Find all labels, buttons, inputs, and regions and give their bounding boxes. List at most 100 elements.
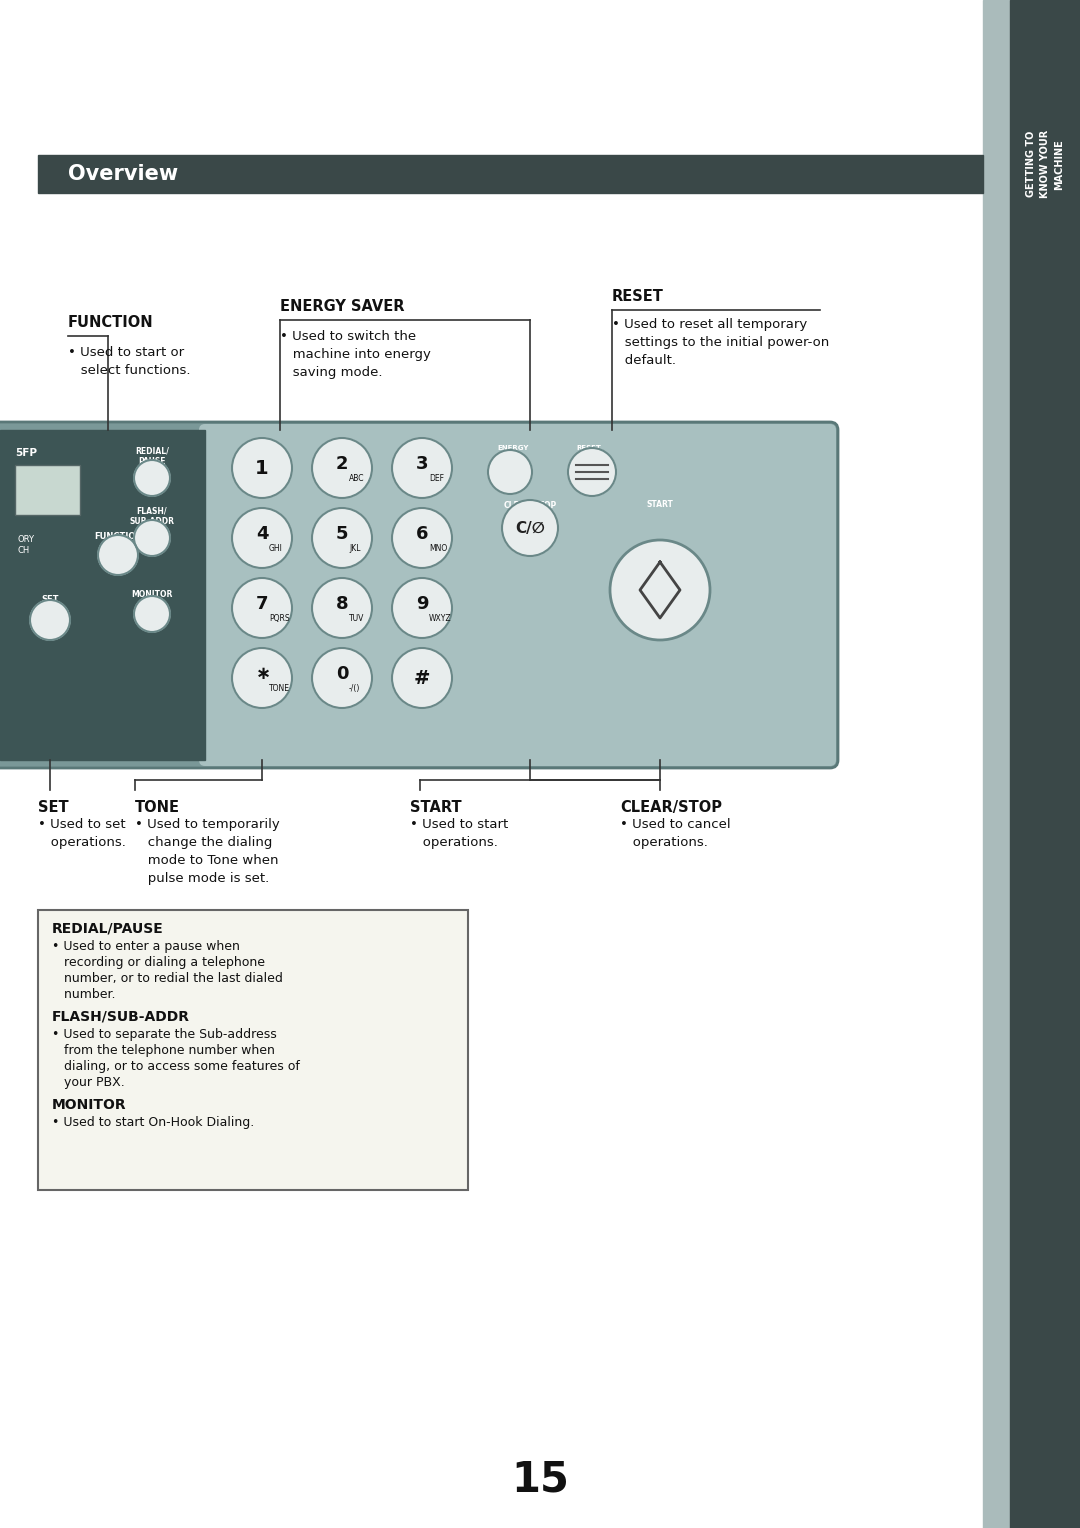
Text: FUNCTION: FUNCTION: [68, 315, 153, 330]
Text: 9: 9: [416, 594, 429, 613]
Text: operations.: operations.: [410, 836, 498, 850]
Text: START: START: [647, 500, 674, 509]
Text: C/∅: C/∅: [515, 521, 545, 535]
Circle shape: [98, 535, 138, 575]
Circle shape: [610, 539, 710, 640]
Text: TONE: TONE: [269, 685, 291, 694]
Text: • Used to switch the: • Used to switch the: [280, 330, 416, 342]
Text: FLASH/
SUB-ADDR: FLASH/ SUB-ADDR: [130, 507, 175, 527]
Circle shape: [392, 648, 453, 707]
Text: machine into energy: machine into energy: [280, 348, 431, 361]
FancyBboxPatch shape: [199, 423, 836, 766]
Text: dialing, or to access some features of: dialing, or to access some features of: [52, 1060, 300, 1073]
Text: WXYZ: WXYZ: [429, 614, 451, 623]
Bar: [38, 154, 983, 193]
Circle shape: [392, 507, 453, 568]
Text: 5: 5: [336, 526, 349, 542]
Text: 8: 8: [336, 594, 349, 613]
Text: operations.: operations.: [620, 836, 707, 850]
Text: REDIAL/PAUSE: REDIAL/PAUSE: [52, 921, 164, 937]
Circle shape: [488, 451, 532, 494]
Text: ORY
CH: ORY CH: [18, 535, 35, 555]
Text: • Used to start or: • Used to start or: [68, 345, 184, 359]
Text: 4: 4: [256, 526, 269, 542]
Circle shape: [232, 507, 292, 568]
Text: • Used to temporarily: • Used to temporarily: [135, 817, 280, 831]
Text: • Used to separate the Sub-address: • Used to separate the Sub-address: [52, 1028, 276, 1041]
Circle shape: [134, 520, 170, 556]
Text: 5FP: 5FP: [15, 448, 37, 458]
Text: CLEAR/STOP: CLEAR/STOP: [503, 500, 556, 509]
Circle shape: [392, 439, 453, 498]
Circle shape: [502, 500, 558, 556]
Text: FUNCTION: FUNCTION: [94, 532, 143, 541]
Circle shape: [30, 601, 70, 640]
Text: Overview: Overview: [68, 163, 178, 183]
Text: GETTING TO
KNOW YOUR
MACHINE: GETTING TO KNOW YOUR MACHINE: [1026, 130, 1064, 199]
Text: 15: 15: [511, 1459, 569, 1500]
Text: CLEAR/STOP: CLEAR/STOP: [620, 801, 723, 814]
Text: GHI: GHI: [269, 544, 283, 553]
Circle shape: [134, 596, 170, 633]
Text: 0: 0: [336, 665, 349, 683]
Circle shape: [312, 439, 372, 498]
Text: SET: SET: [41, 594, 58, 604]
Text: PQRS: PQRS: [269, 614, 289, 623]
Text: • Used to set: • Used to set: [38, 817, 125, 831]
Text: default.: default.: [612, 354, 676, 367]
Text: change the dialing: change the dialing: [135, 836, 272, 850]
Text: operations.: operations.: [38, 836, 126, 850]
Text: 6: 6: [416, 526, 429, 542]
Text: 3: 3: [416, 455, 429, 474]
Text: REDIAL/
PAUSE: REDIAL/ PAUSE: [135, 448, 168, 466]
Circle shape: [232, 648, 292, 707]
Text: MONITOR: MONITOR: [52, 1099, 126, 1112]
Text: JKL: JKL: [349, 544, 361, 553]
Text: your PBX.: your PBX.: [52, 1076, 125, 1089]
Text: ABC: ABC: [349, 474, 365, 483]
Text: ENERGY
SAVER: ENERGY SAVER: [497, 445, 528, 458]
Text: 2: 2: [336, 455, 349, 474]
Text: recording or dialing a telephone: recording or dialing a telephone: [52, 957, 265, 969]
Text: select functions.: select functions.: [68, 364, 190, 377]
Text: SET: SET: [38, 801, 69, 814]
Circle shape: [312, 648, 372, 707]
Text: pulse mode is set.: pulse mode is set.: [135, 872, 269, 885]
Text: #: #: [414, 669, 430, 688]
Circle shape: [134, 460, 170, 497]
Text: TONE: TONE: [135, 801, 180, 814]
Bar: [38, 911, 468, 1190]
Circle shape: [312, 578, 372, 639]
Text: settings to the initial power-on: settings to the initial power-on: [612, 336, 829, 348]
Text: START: START: [410, 801, 461, 814]
Circle shape: [232, 439, 292, 498]
Bar: [0, 429, 205, 759]
Text: number, or to redial the last dialed: number, or to redial the last dialed: [52, 972, 283, 986]
Text: • Used to start On-Hook Dialing.: • Used to start On-Hook Dialing.: [52, 1115, 254, 1129]
Text: • Used to reset all temporary: • Used to reset all temporary: [612, 318, 807, 332]
Text: MNO: MNO: [429, 544, 447, 553]
Text: ∗: ∗: [256, 665, 271, 683]
Text: ENERGY SAVER: ENERGY SAVER: [280, 299, 405, 313]
Text: • Used to enter a pause when: • Used to enter a pause when: [52, 940, 240, 953]
Text: 7: 7: [256, 594, 269, 613]
Circle shape: [312, 507, 372, 568]
Text: RESET: RESET: [576, 445, 600, 451]
Circle shape: [392, 578, 453, 639]
Text: MONITOR: MONITOR: [132, 590, 173, 599]
Bar: [15, 465, 80, 515]
Bar: [1010, 0, 1080, 1528]
Text: from the telephone number when: from the telephone number when: [52, 1044, 275, 1057]
Text: 1: 1: [255, 458, 269, 477]
Text: DEF: DEF: [429, 474, 444, 483]
Text: mode to Tone when: mode to Tone when: [135, 854, 279, 866]
Text: RESET: RESET: [612, 289, 664, 304]
Circle shape: [568, 448, 616, 497]
FancyBboxPatch shape: [0, 422, 838, 769]
Text: number.: number.: [52, 989, 116, 1001]
Text: FLASH/SUB-ADDR: FLASH/SUB-ADDR: [52, 1010, 190, 1024]
Text: -/(): -/(): [349, 685, 361, 694]
Circle shape: [232, 578, 292, 639]
Bar: [983, 0, 1010, 1528]
Text: TUV: TUV: [349, 614, 364, 623]
